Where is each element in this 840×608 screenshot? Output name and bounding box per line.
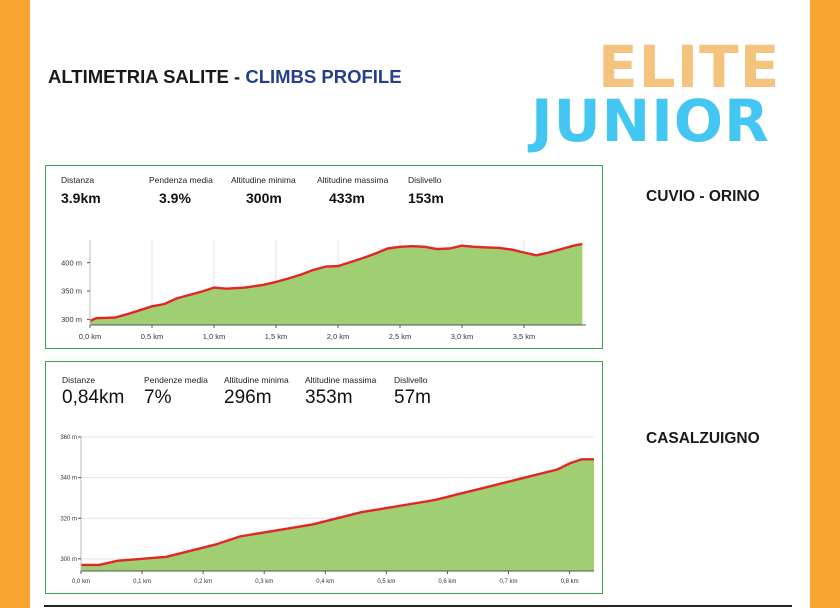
profile-area bbox=[81, 459, 594, 571]
y-tick-label: 320 m bbox=[60, 516, 77, 522]
stat-elevation-gain: Dislivello 57m bbox=[394, 375, 431, 409]
stat-value: 296m bbox=[224, 387, 272, 408]
stat-label: Pendenze media bbox=[144, 375, 208, 385]
x-tick-label: 0,7 km bbox=[499, 579, 517, 585]
profile-line bbox=[89, 242, 583, 323]
stat-value: 3.9km bbox=[61, 190, 101, 206]
x-tick-label: 0,5 km bbox=[377, 579, 395, 585]
x-tick-label: 0,5 km bbox=[141, 332, 164, 341]
x-tick-label: 1,0 km bbox=[203, 332, 226, 341]
title-separator: - bbox=[228, 66, 246, 87]
stat-value: 0,84km bbox=[62, 387, 125, 408]
elevation-profile-chart: 0,0 km 0,1 km 0,2 km 0,3 km 0,4 km 0,5 km 0,6 … bbox=[60, 435, 594, 585]
stat-min-altitude: Altitudine minima 300m bbox=[231, 175, 296, 206]
x-tick-label: 0,6 km bbox=[438, 579, 456, 585]
stat-label: Dislivello bbox=[408, 175, 442, 185]
x-tick-label: 0,2 km bbox=[194, 579, 212, 585]
profile-area bbox=[90, 244, 583, 325]
stat-distance: Distanze 0,84km bbox=[62, 375, 124, 409]
stat-value: 7% bbox=[144, 387, 172, 408]
stat-label: Altitudine massima bbox=[317, 175, 389, 185]
x-tick-label: 3,5 km bbox=[513, 332, 536, 341]
left-accent-bar bbox=[0, 0, 30, 608]
profile-line bbox=[81, 458, 594, 567]
stat-max-altitude: Altitudine massima 433m bbox=[317, 175, 388, 206]
x-tick-label: 0,1 km bbox=[133, 579, 151, 585]
stat-value: 3.9% bbox=[159, 190, 191, 206]
stat-value: 353m bbox=[305, 387, 353, 408]
stat-label: Distanza bbox=[61, 175, 95, 185]
stat-min-altitude: Altitudine minima 296m bbox=[224, 375, 289, 409]
elevation-profile-chart: 0,0 km 0,5 km 1,0 km 1,5 km 2,0 km 2,5 km 3,0 … bbox=[61, 240, 586, 341]
climb-name: CASALZUIGNO bbox=[646, 430, 760, 447]
x-tick-label: 3,0 km bbox=[451, 332, 474, 341]
stat-label: Distanze bbox=[62, 375, 96, 385]
stat-label: Dislivello bbox=[394, 375, 428, 385]
stat-label: Altitudine minima bbox=[231, 175, 296, 185]
climb-name: CUVIO - ORINO bbox=[646, 188, 760, 205]
stat-avg-gradient: Pendenza media 3.9% bbox=[149, 175, 213, 206]
x-tick-label: 0,4 km bbox=[316, 579, 334, 585]
x-tick-label: 2,5 km bbox=[389, 332, 412, 341]
stat-distance: Distanza 3.9km bbox=[61, 175, 101, 206]
category-elite: ELITE bbox=[598, 33, 781, 101]
x-tick-label: 0,0 km bbox=[79, 332, 102, 341]
climb-panel-casalzuigno: Distanze 0,84km Pendenze media 7% Altitu… bbox=[45, 361, 603, 594]
climb-panel-cuvio-orino: Distanza 3.9km Pendenza media 3.9% Altit… bbox=[45, 165, 603, 349]
x-tick-label: 0,8 km bbox=[561, 579, 579, 585]
x-tick-label: 0,0 km bbox=[72, 579, 90, 585]
stat-elevation-gain: Dislivello 153m bbox=[408, 175, 444, 206]
stat-value: 57m bbox=[394, 387, 431, 408]
stat-value: 153m bbox=[408, 190, 444, 206]
stat-label: Pendenza media bbox=[149, 175, 213, 185]
y-tick-label: 300 m bbox=[60, 557, 77, 563]
title-english: CLIMBS PROFILE bbox=[245, 66, 402, 87]
y-tick-label: 400 m bbox=[61, 258, 82, 267]
y-tick-label: 360 m bbox=[60, 435, 77, 441]
page-title: ALTIMETRIA SALITE - CLIMBS PROFILE bbox=[48, 66, 402, 88]
x-tick-label: 1,5 km bbox=[265, 332, 288, 341]
right-accent-bar bbox=[810, 0, 840, 608]
stat-value: 300m bbox=[246, 190, 282, 206]
stat-max-altitude: Altitudine massima 353m bbox=[305, 375, 376, 409]
title-italian: ALTIMETRIA SALITE bbox=[48, 66, 229, 87]
x-tick-label: 0,3 km bbox=[255, 579, 273, 585]
x-tick-label: 2,0 km bbox=[327, 332, 350, 341]
bottom-divider bbox=[44, 605, 792, 607]
y-tick-label: 340 m bbox=[60, 476, 77, 482]
stat-value: 433m bbox=[329, 190, 365, 206]
stat-label: Altitudine massima bbox=[305, 375, 377, 385]
category-junior: JUNIOR bbox=[531, 87, 770, 155]
y-tick-label: 300 m bbox=[61, 315, 82, 324]
y-tick-label: 350 m bbox=[61, 287, 82, 296]
stat-label: Altitudine minima bbox=[224, 375, 289, 385]
stat-avg-gradient: Pendenze media 7% bbox=[144, 375, 208, 409]
